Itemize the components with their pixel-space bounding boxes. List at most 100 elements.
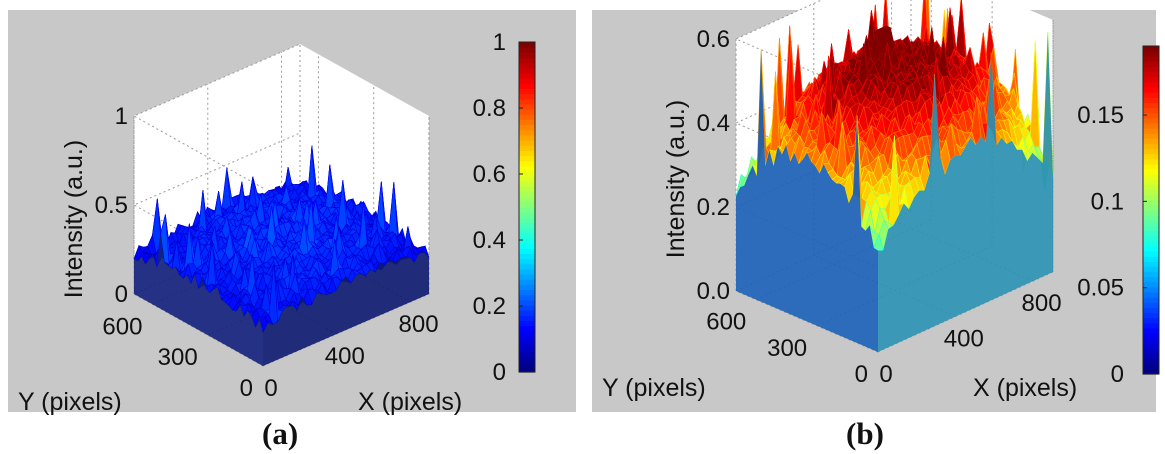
colorbar-segment: [1143, 327, 1159, 334]
z-tick-labels: 0.0 0.2 0.4 0.6: [697, 26, 730, 305]
colorbar-segment: [1143, 56, 1159, 62]
colorbar-segment: [1143, 215, 1159, 221]
surface-side-left: [134, 233, 263, 366]
colorbar-segment: [1143, 312, 1159, 319]
colorbar-segment: [1143, 81, 1159, 88]
colorbar-segment: [1143, 353, 1159, 360]
colorbar: 0 0.2 0.4 0.6 0.8 1: [473, 29, 536, 386]
colorbar-segment: [1143, 297, 1159, 303]
z-tick-label: 0.2: [697, 194, 730, 221]
x-tick-label: 800: [399, 311, 439, 338]
z-tick-label: 0.4: [697, 110, 730, 137]
colorbar-segment: [1143, 363, 1159, 370]
colorbar-segment: [519, 78, 535, 84]
colorbar-segment: [519, 98, 535, 105]
colorbar-segment: [1143, 210, 1159, 216]
x-tick-label: 400: [325, 343, 365, 370]
colorbar-tick-label: 0.6: [473, 161, 506, 188]
colorbar-segment: [1143, 179, 1159, 185]
colorbar-tick-label: 0: [1111, 361, 1124, 388]
colorbar-segment: [1143, 46, 1159, 52]
colorbar-segment: [519, 232, 535, 239]
colorbar-segment: [1143, 261, 1159, 267]
colorbar-segment: [1143, 76, 1159, 83]
colorbar-frame: [518, 41, 536, 373]
colorbar-frame: [1142, 45, 1160, 375]
colorbar-segment: [519, 88, 535, 95]
colorbar-segment: [1143, 174, 1159, 180]
colorbar-segment: [519, 155, 535, 162]
colorbar-segment: [1143, 143, 1159, 150]
y-tick-label: 300: [158, 344, 198, 371]
colorbar-segment: [519, 310, 535, 316]
x-axis-label: X (pixels): [973, 374, 1077, 402]
colorbar-segment: [1143, 128, 1159, 134]
x-tick-labels: 0 400 800: [879, 290, 1061, 388]
chart-panel-b: 0.0 0.2 0.4 0.6 0 400 800 0 300 600 Intensity (a.u…: [592, 0, 1160, 412]
colorbar-segment: [1143, 230, 1159, 237]
y-tick-label: 0: [240, 375, 253, 402]
colorbar-segment: [519, 83, 535, 90]
y-tick-label: 300: [767, 335, 807, 362]
colorbar-segment: [1143, 281, 1159, 288]
colorbar-segment: [519, 356, 535, 363]
colorbar-segment: [519, 217, 535, 224]
colorbar-segment: [1143, 276, 1159, 283]
colorbar-segment: [519, 186, 535, 193]
grid-line-x: [281, 52, 411, 303]
colorbar-segment: [1143, 92, 1159, 98]
z-tick-label: 0.6: [697, 26, 730, 53]
colorbar-segment: [519, 351, 535, 358]
colorbar-segment: [1143, 333, 1159, 339]
colorbar-segment: [519, 274, 535, 280]
colorbar-segment: [519, 237, 535, 244]
colorbar-segment: [1143, 158, 1159, 165]
colorbar-tick-label: 0: [493, 359, 506, 386]
x-tick-label: 0: [879, 361, 892, 388]
colorbar-segment: [519, 212, 535, 218]
x-tick-label: 800: [1022, 290, 1062, 317]
z-axis-label: Intensity (a.u.): [662, 100, 690, 258]
surface-mesh: [735, 0, 1054, 252]
colorbar-segment: [519, 201, 535, 208]
chart-panel-a: 0 0.5 1 0 400 800 0 300 600 Intensity (a.u.) X (pi…: [8, 10, 576, 416]
surface-side-right: [263, 252, 429, 366]
surface-side-left: [736, 49, 878, 352]
colorbar-segment: [1143, 225, 1159, 232]
colorbar-segment: [519, 93, 535, 100]
colorbar-segment: [519, 284, 535, 291]
colorbar-segment: [519, 160, 535, 167]
colorbar-segment: [519, 227, 535, 234]
colorbar-segment: [519, 304, 535, 311]
grid-line-x: [133, 116, 264, 367]
grid-line-y: [877, 20, 1054, 353]
colorbar-segment: [519, 315, 535, 322]
colorbar-segment: [1143, 199, 1159, 206]
colorbar-segment: [1143, 245, 1159, 252]
colorbar-segment: [1143, 235, 1159, 242]
colorbar-segment: [519, 150, 535, 157]
colorbar-segment: [519, 263, 535, 270]
colorbar-segment: [519, 165, 535, 172]
colorbar-segment: [519, 341, 535, 347]
colorbar-tick-label: 0.8: [473, 95, 506, 122]
colorbar-segment: [519, 145, 535, 151]
colorbar-segment: [1143, 66, 1159, 73]
colorbar-segment: [519, 62, 535, 69]
colorbar-segment: [519, 119, 535, 126]
colorbar-segment: [1143, 240, 1159, 247]
colorbar-segment: [1143, 194, 1159, 201]
colorbar-tick-label: 0.05: [1077, 275, 1124, 302]
y-tick-labels: 0 300 600: [102, 313, 253, 402]
colorbar-segment: [519, 176, 535, 182]
colorbar-segment: [519, 253, 535, 260]
panel-label-b: (b): [846, 416, 884, 451]
colorbar-segment: [519, 72, 535, 79]
colorbar-segment: [1143, 271, 1159, 278]
panel-label-a: (a): [262, 416, 299, 451]
colorbar-segment: [519, 222, 535, 229]
colorbar-segment: [1143, 292, 1159, 298]
colorbar-segment: [519, 134, 535, 141]
colorbar-segment: [519, 42, 535, 48]
